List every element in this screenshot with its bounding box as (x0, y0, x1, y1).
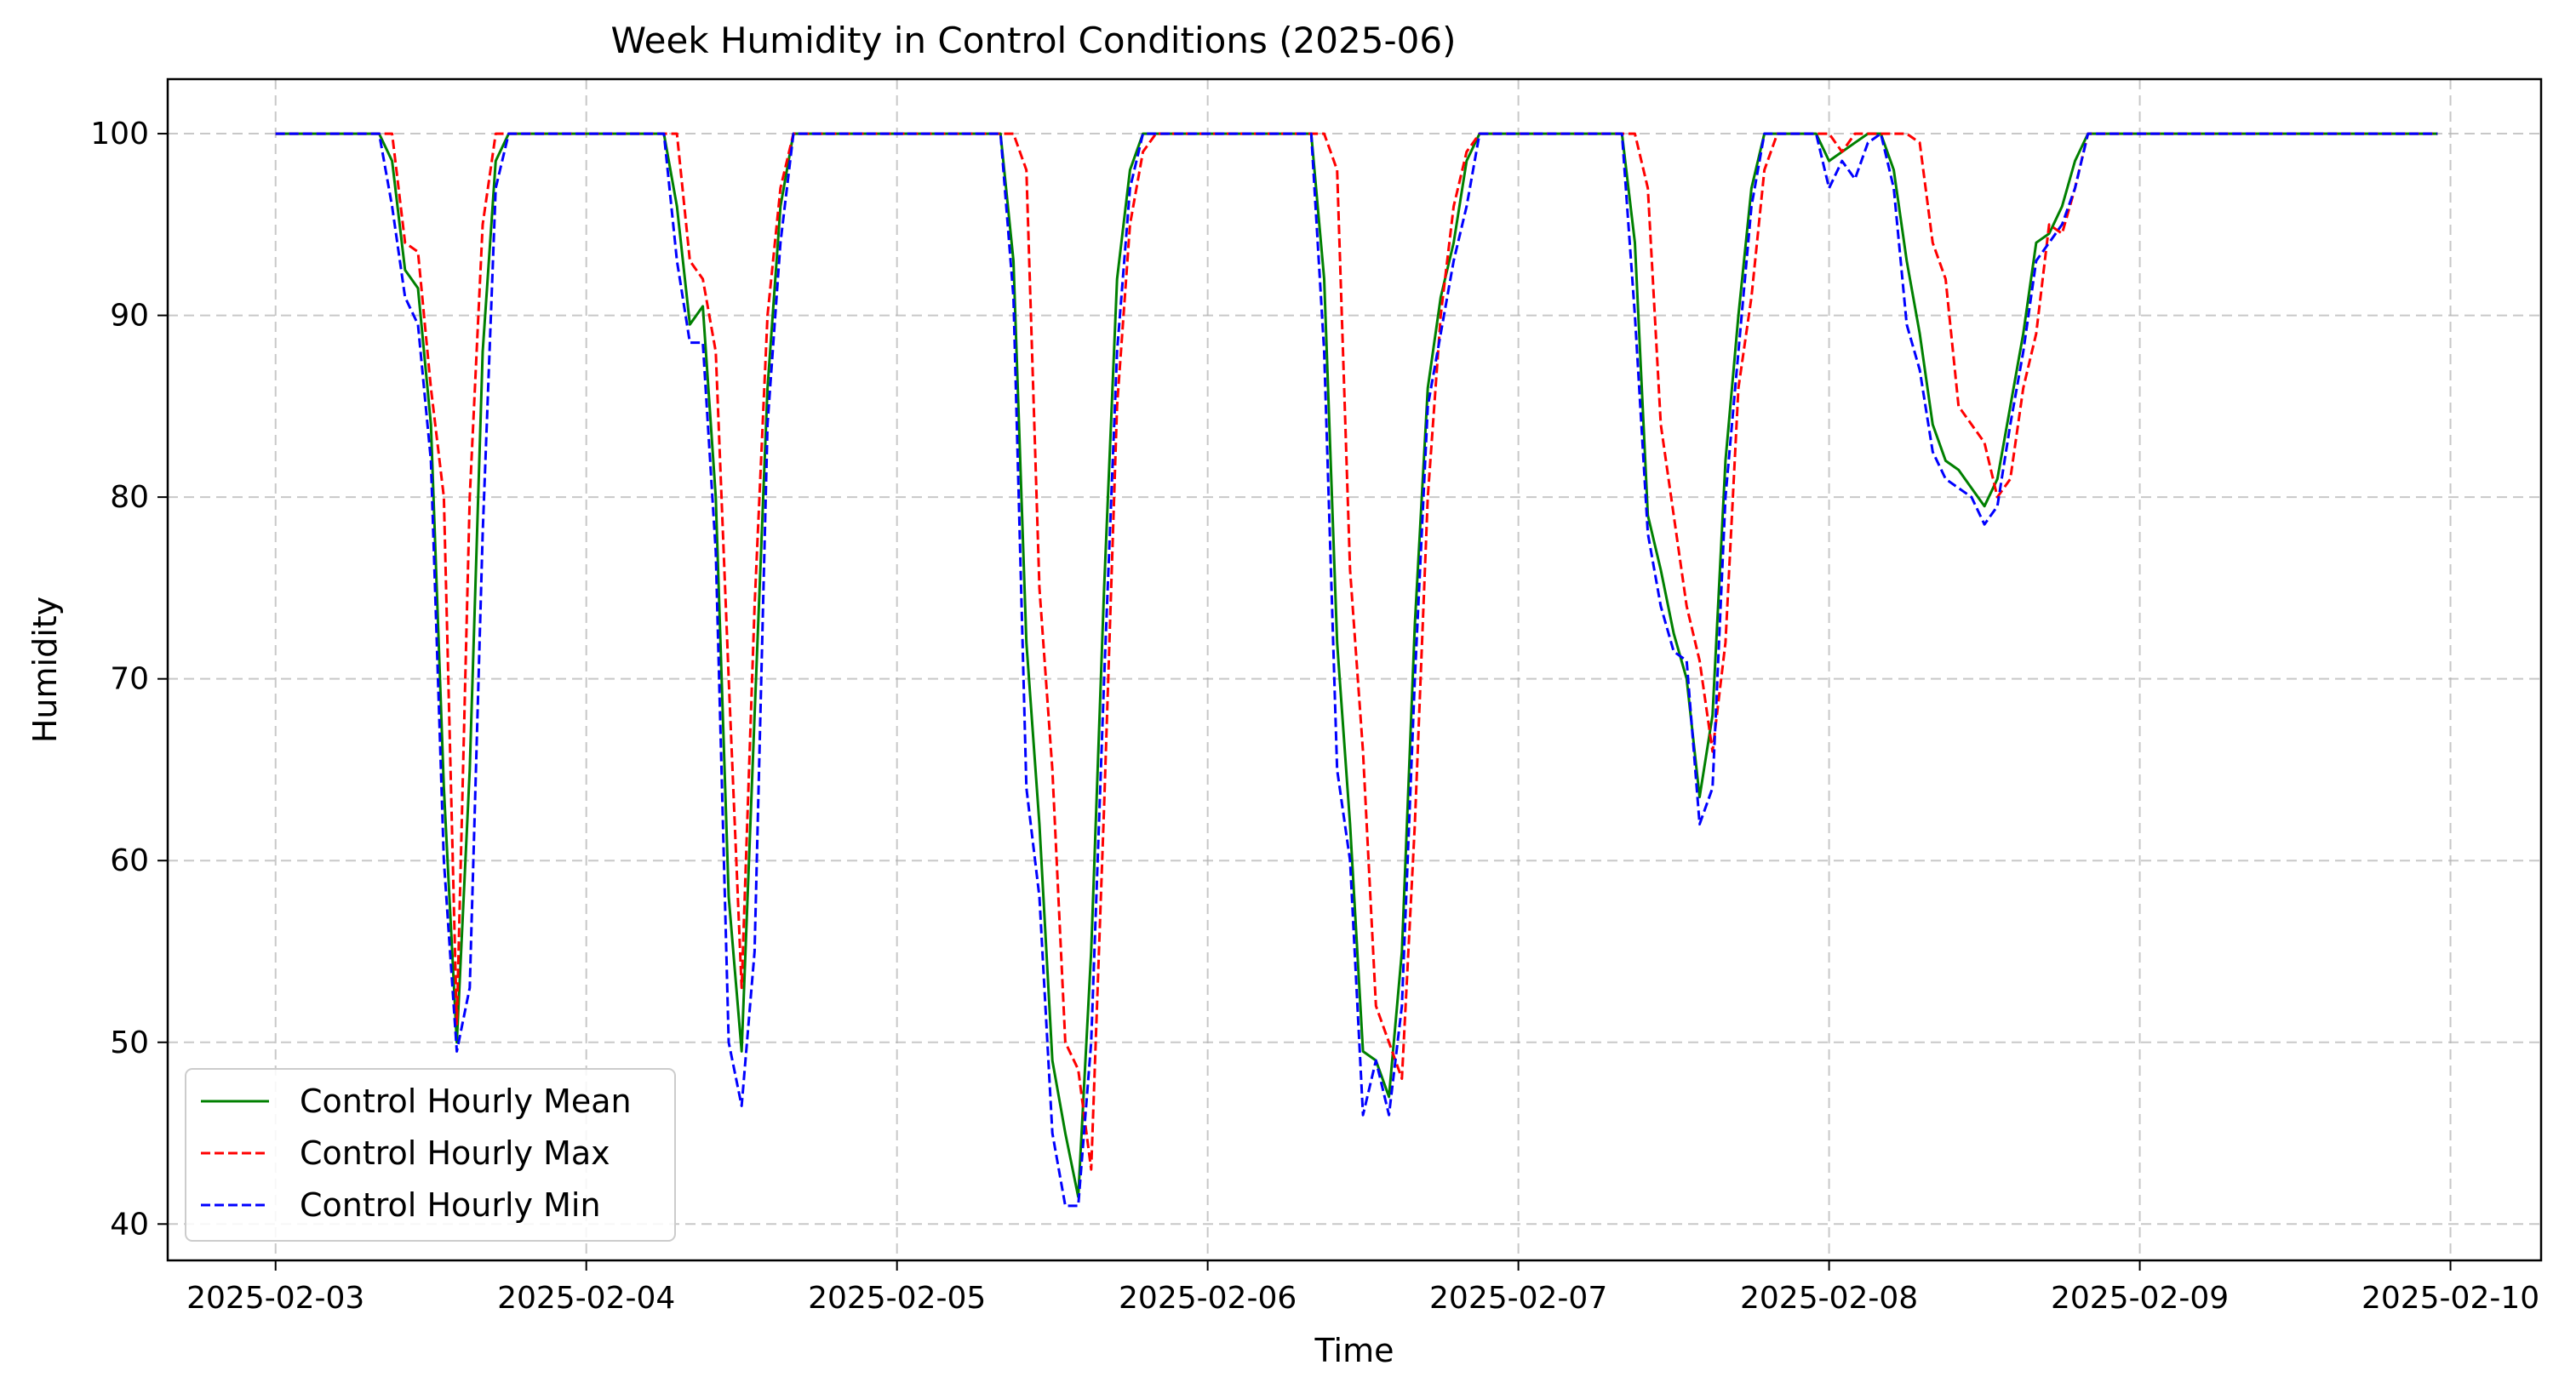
x-axis-label: Time (1314, 1332, 1394, 1369)
y-axis-label: Humidity (26, 597, 64, 743)
x-tick-label: 2025-02-08 (1740, 1281, 1918, 1316)
legend-label-0: Control Hourly Mean (300, 1083, 632, 1120)
x-tick-label: 2025-02-06 (1119, 1281, 1297, 1316)
chart-title: Week Humidity in Control Conditions (202… (611, 20, 1457, 61)
y-tick-label: 60 (110, 843, 149, 878)
series-line-0 (275, 132, 2438, 1198)
series-line-2 (275, 132, 2438, 1208)
x-tick-label: 2025-02-05 (808, 1281, 986, 1316)
legend: Control Hourly Mean Control Hourly Max Con… (185, 1068, 676, 1242)
y-tick-label: 90 (110, 299, 149, 334)
plot-frame (166, 77, 2543, 1262)
y-tick-label: 40 (110, 1207, 149, 1242)
grid (168, 79, 2541, 1260)
legend-label-1: Control Hourly Max (300, 1134, 610, 1172)
series-lines (275, 132, 2438, 1208)
axis-ticks: 2025-02-03 2025-02-04 2025-02-05 2025-02-06… (90, 117, 2539, 1316)
legend-box (185, 1068, 676, 1242)
x-tick-label: 2025-02-07 (1429, 1281, 1607, 1316)
x-tick-label: 2025-02-10 (2361, 1281, 2539, 1316)
x-tick-label: 2025-02-04 (497, 1281, 675, 1316)
legend-entries: Control Hourly Mean Control Hourly Max Con… (201, 1083, 632, 1224)
y-tick-label: 80 (110, 480, 149, 515)
y-tick-label: 70 (110, 662, 149, 697)
x-tick-label: 2025-02-03 (186, 1281, 364, 1316)
y-tick-label: 100 (90, 117, 149, 151)
legend-label-2: Control Hourly Min (300, 1186, 601, 1224)
x-tick-label: 2025-02-09 (2051, 1281, 2229, 1316)
y-tick-label: 50 (110, 1026, 149, 1060)
series-line-1 (275, 132, 2438, 1171)
